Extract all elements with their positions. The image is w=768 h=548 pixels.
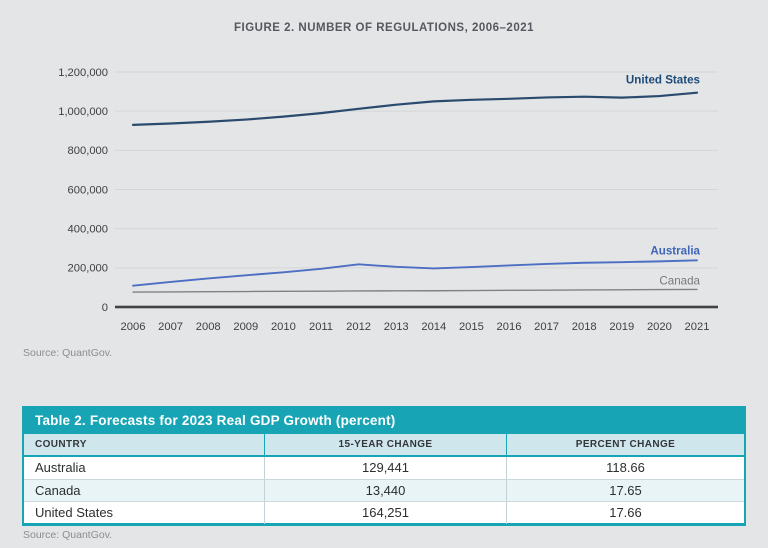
svg-text:United States: United States (626, 74, 700, 87)
svg-text:2018: 2018 (572, 321, 597, 333)
table-header-row: COUNTRY 15-YEAR CHANGE PERCENT CHANGE (24, 434, 744, 457)
cell-country: Canada (24, 479, 265, 502)
svg-text:2006: 2006 (121, 321, 146, 333)
cell-percent-change: 17.66 (609, 504, 642, 520)
svg-text:2009: 2009 (233, 321, 258, 333)
svg-text:2021: 2021 (685, 321, 710, 333)
svg-text:2020: 2020 (647, 321, 672, 333)
gdp-table: Table 2. Forecasts for 2023 Real GDP Gro… (22, 406, 746, 526)
cell-15-year-change: 164,251 (265, 501, 507, 524)
table-row: United States 164,251 17.66 (24, 501, 744, 524)
column-header-15-year-change: 15-YEAR CHANGE (265, 434, 507, 455)
svg-text:2015: 2015 (459, 321, 484, 333)
svg-text:2008: 2008 (196, 321, 221, 333)
svg-text:2017: 2017 (534, 321, 559, 333)
svg-text:400,000: 400,000 (68, 223, 108, 235)
svg-text:2016: 2016 (497, 321, 522, 333)
svg-text:2011: 2011 (309, 321, 333, 333)
cell-country: United States (24, 501, 265, 524)
cell-country: Australia (24, 457, 265, 479)
figure-title: FIGURE 2. NUMBER OF REGULATIONS, 2006–20… (233, 22, 535, 34)
cell-percent-change: 118.66 (606, 460, 645, 475)
svg-text:200,000: 200,000 (68, 263, 108, 275)
svg-text:0: 0 (102, 302, 108, 314)
svg-text:Australia: Australia (650, 244, 700, 257)
cell-15-year-change: 129,441 (265, 457, 507, 479)
svg-text:600,000: 600,000 (68, 184, 108, 196)
svg-text:2010: 2010 (271, 321, 296, 333)
cell-15-year-change: 13,440 (265, 479, 507, 502)
svg-text:2013: 2013 (384, 321, 409, 333)
column-header-percent-change: PERCENT CHANGE (575, 439, 676, 450)
table-title: Table 2. Forecasts for 2023 Real GDP Gro… (24, 408, 744, 434)
svg-text:1,000,000: 1,000,000 (58, 106, 108, 118)
svg-text:2007: 2007 (158, 321, 183, 333)
cell-percent-change: 17.65 (609, 482, 642, 498)
svg-text:Canada: Canada (659, 274, 700, 287)
svg-text:800,000: 800,000 (68, 145, 108, 157)
table-row: Canada 13,440 17.65 (24, 479, 744, 502)
table-row: Australia 129,441 118.66 (24, 457, 744, 479)
svg-text:2019: 2019 (609, 321, 634, 333)
table-source: Source: QuantGov. (23, 529, 113, 541)
column-header-country: COUNTRY (24, 434, 265, 455)
svg-text:2014: 2014 (421, 321, 446, 333)
svg-text:1,200,000: 1,200,000 (58, 67, 108, 79)
chart-source: Source: QuantGov. (23, 347, 113, 359)
svg-text:2012: 2012 (346, 321, 371, 333)
